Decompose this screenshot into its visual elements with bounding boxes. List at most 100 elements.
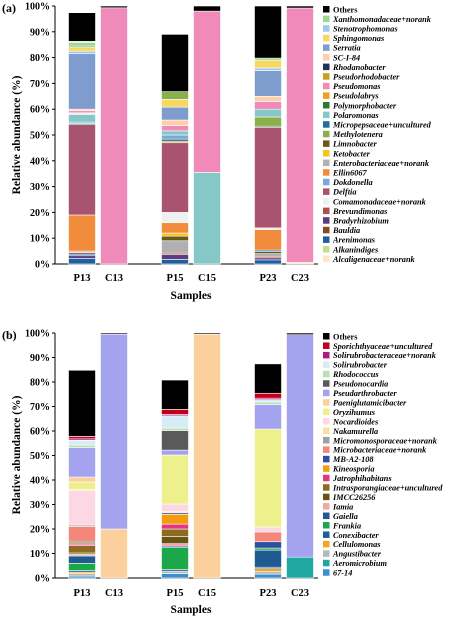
legend-label: Sporichthyaceae+uncultured	[333, 342, 433, 351]
legend-item: Jatrophihabitans	[323, 474, 392, 483]
legend-swatch	[323, 217, 330, 224]
bar-segment-sporichthyaceae-uncultured	[68, 436, 96, 440]
legend-swatch	[323, 255, 330, 263]
x-tick-label: C13	[105, 588, 123, 599]
bar-segment-arenimonas	[68, 258, 96, 265]
legend-item: Pseudolabrys	[323, 92, 379, 101]
legend-swatch	[323, 82, 330, 90]
bar-segment-micropepsaceae-uncultured	[161, 138, 189, 142]
legend-swatch	[323, 73, 330, 80]
y-tick-label: 70%	[30, 402, 50, 413]
legend-item: Micropepsaceae+uncultured	[323, 121, 432, 130]
x-tick-label: P23	[260, 588, 277, 599]
x-axis-title: Samples	[171, 604, 212, 616]
bar-C13	[100, 332, 128, 579]
legend-label: Conexibacter	[333, 531, 379, 540]
legend-swatch	[323, 436, 330, 444]
legend-label: Rhodococcus	[332, 370, 379, 379]
legend-label: Xanthomonadaceae+norank	[332, 15, 432, 24]
bar-segment-stenotrophomonas	[68, 50, 96, 55]
bar-segment-pseudarthrobacter	[286, 334, 314, 558]
legend-item: Pseudorhodobacter	[323, 73, 400, 82]
bar-segment-others	[100, 332, 128, 335]
legend-item: Ketobacter	[323, 149, 371, 158]
legend-swatch	[323, 54, 330, 61]
y-axis-title: Relative abundance (%)	[11, 395, 23, 514]
bar-segment-serratia	[68, 53, 96, 110]
y-tick-label: 10%	[30, 234, 50, 245]
bar-segment-others	[161, 379, 189, 410]
bar-C13	[100, 5, 128, 265]
legend-swatch	[323, 150, 330, 157]
bar-segment-oryzihumus	[161, 454, 189, 505]
bar-segment-others	[161, 34, 189, 92]
y-tick-label: 20%	[30, 208, 50, 219]
legend-swatch	[323, 512, 330, 520]
legend-swatch	[323, 44, 330, 51]
legend-label: Pseudonocardia	[333, 380, 388, 389]
bar-P23	[254, 5, 282, 265]
bar-segment-67-14	[254, 573, 282, 579]
legend-label: Enterobacteriaceae+norank	[332, 159, 430, 168]
legend-item: Cellulomonas	[323, 540, 381, 549]
legend-item: Bauldia	[323, 226, 360, 235]
legend-item: Polymorphobacter	[323, 101, 397, 110]
legend-label: Polaromonas	[333, 111, 379, 120]
legend-label: Bauldia	[332, 226, 360, 235]
legend-swatch	[323, 361, 330, 368]
bar-segment-pseudarthrobacter	[68, 447, 96, 478]
y-tick-label: 90%	[30, 353, 50, 364]
panel-b: (b) 0% 10% 20% 30% 40% 50% 60% 70% 80% 90% 100% P13 C…	[2, 328, 443, 616]
legend-swatch	[323, 140, 330, 147]
bar-segment-enterobacteriaceae-norank	[161, 240, 189, 254]
legend-swatch	[323, 380, 330, 387]
legend-swatch	[323, 342, 330, 349]
legend-swatch	[323, 427, 330, 434]
bar-segment-solirubrobacter	[68, 440, 96, 446]
legend-item: Solirubrobacter	[323, 361, 388, 370]
x-tick-label: C15	[198, 273, 216, 284]
legend-label: 67-14	[333, 569, 352, 578]
bar-segment-polaromonas	[254, 108, 282, 118]
legend-swatch	[323, 389, 330, 397]
bar-C23	[286, 332, 314, 579]
bar-segment-pseudomonas	[68, 110, 96, 114]
legend-item: Kineosporia	[323, 465, 375, 474]
legend-label: Solirubrobacteraceae+norank	[333, 351, 437, 360]
legend-item: Nakamurella	[323, 427, 378, 436]
bar-segment-sc-i-84	[254, 96, 282, 102]
legend-item: Solirubrobacteraceae+norank	[323, 351, 437, 360]
bar-segment-gaiella	[254, 549, 282, 568]
legend-label: Angustibacter	[332, 550, 382, 559]
legend-item: Alkanindiges	[323, 245, 378, 254]
bar-P13	[68, 369, 96, 579]
legend-swatch	[323, 408, 330, 416]
legend-item: Microbacteriaceae+norank	[323, 446, 427, 455]
bar-segment-microbacteriaceae-norank	[254, 531, 282, 543]
bar-segment-oryzihumus	[68, 481, 96, 490]
bar-segment-angustibacter	[68, 573, 96, 577]
legend-label: Dokdonella	[332, 178, 373, 187]
legend-label: Cellulomonas	[333, 540, 381, 549]
bar-P15	[161, 34, 189, 265]
legend-swatch	[323, 550, 330, 557]
y-tick-label: 0%	[35, 260, 50, 271]
bar-segment-methylotenera	[254, 116, 282, 127]
bar-segment-serratia	[254, 70, 282, 97]
legend-swatch	[323, 399, 330, 406]
bar-C15	[193, 5, 221, 265]
y-tick-label: 50%	[30, 451, 50, 462]
legend-swatch	[323, 34, 330, 42]
legend-item: Oryzihumus	[323, 408, 375, 417]
bar-segment-polaromonas	[193, 172, 221, 265]
bar-segment-microbacteriaceae-norank	[68, 526, 96, 542]
bar-segment-bradyrhizobium	[161, 254, 189, 260]
bar-segment-kineosporia	[161, 513, 189, 525]
bar-segment-nocardioides	[254, 526, 282, 533]
legend-swatch	[323, 446, 330, 453]
bar-segment-angustibacter	[161, 570, 189, 574]
bar-segment-sphingomonas	[68, 47, 96, 52]
legend-swatch	[323, 455, 330, 463]
bar-segment-comamonadaceae-norank	[161, 212, 189, 224]
legend-item: IMCC26256	[323, 493, 376, 502]
